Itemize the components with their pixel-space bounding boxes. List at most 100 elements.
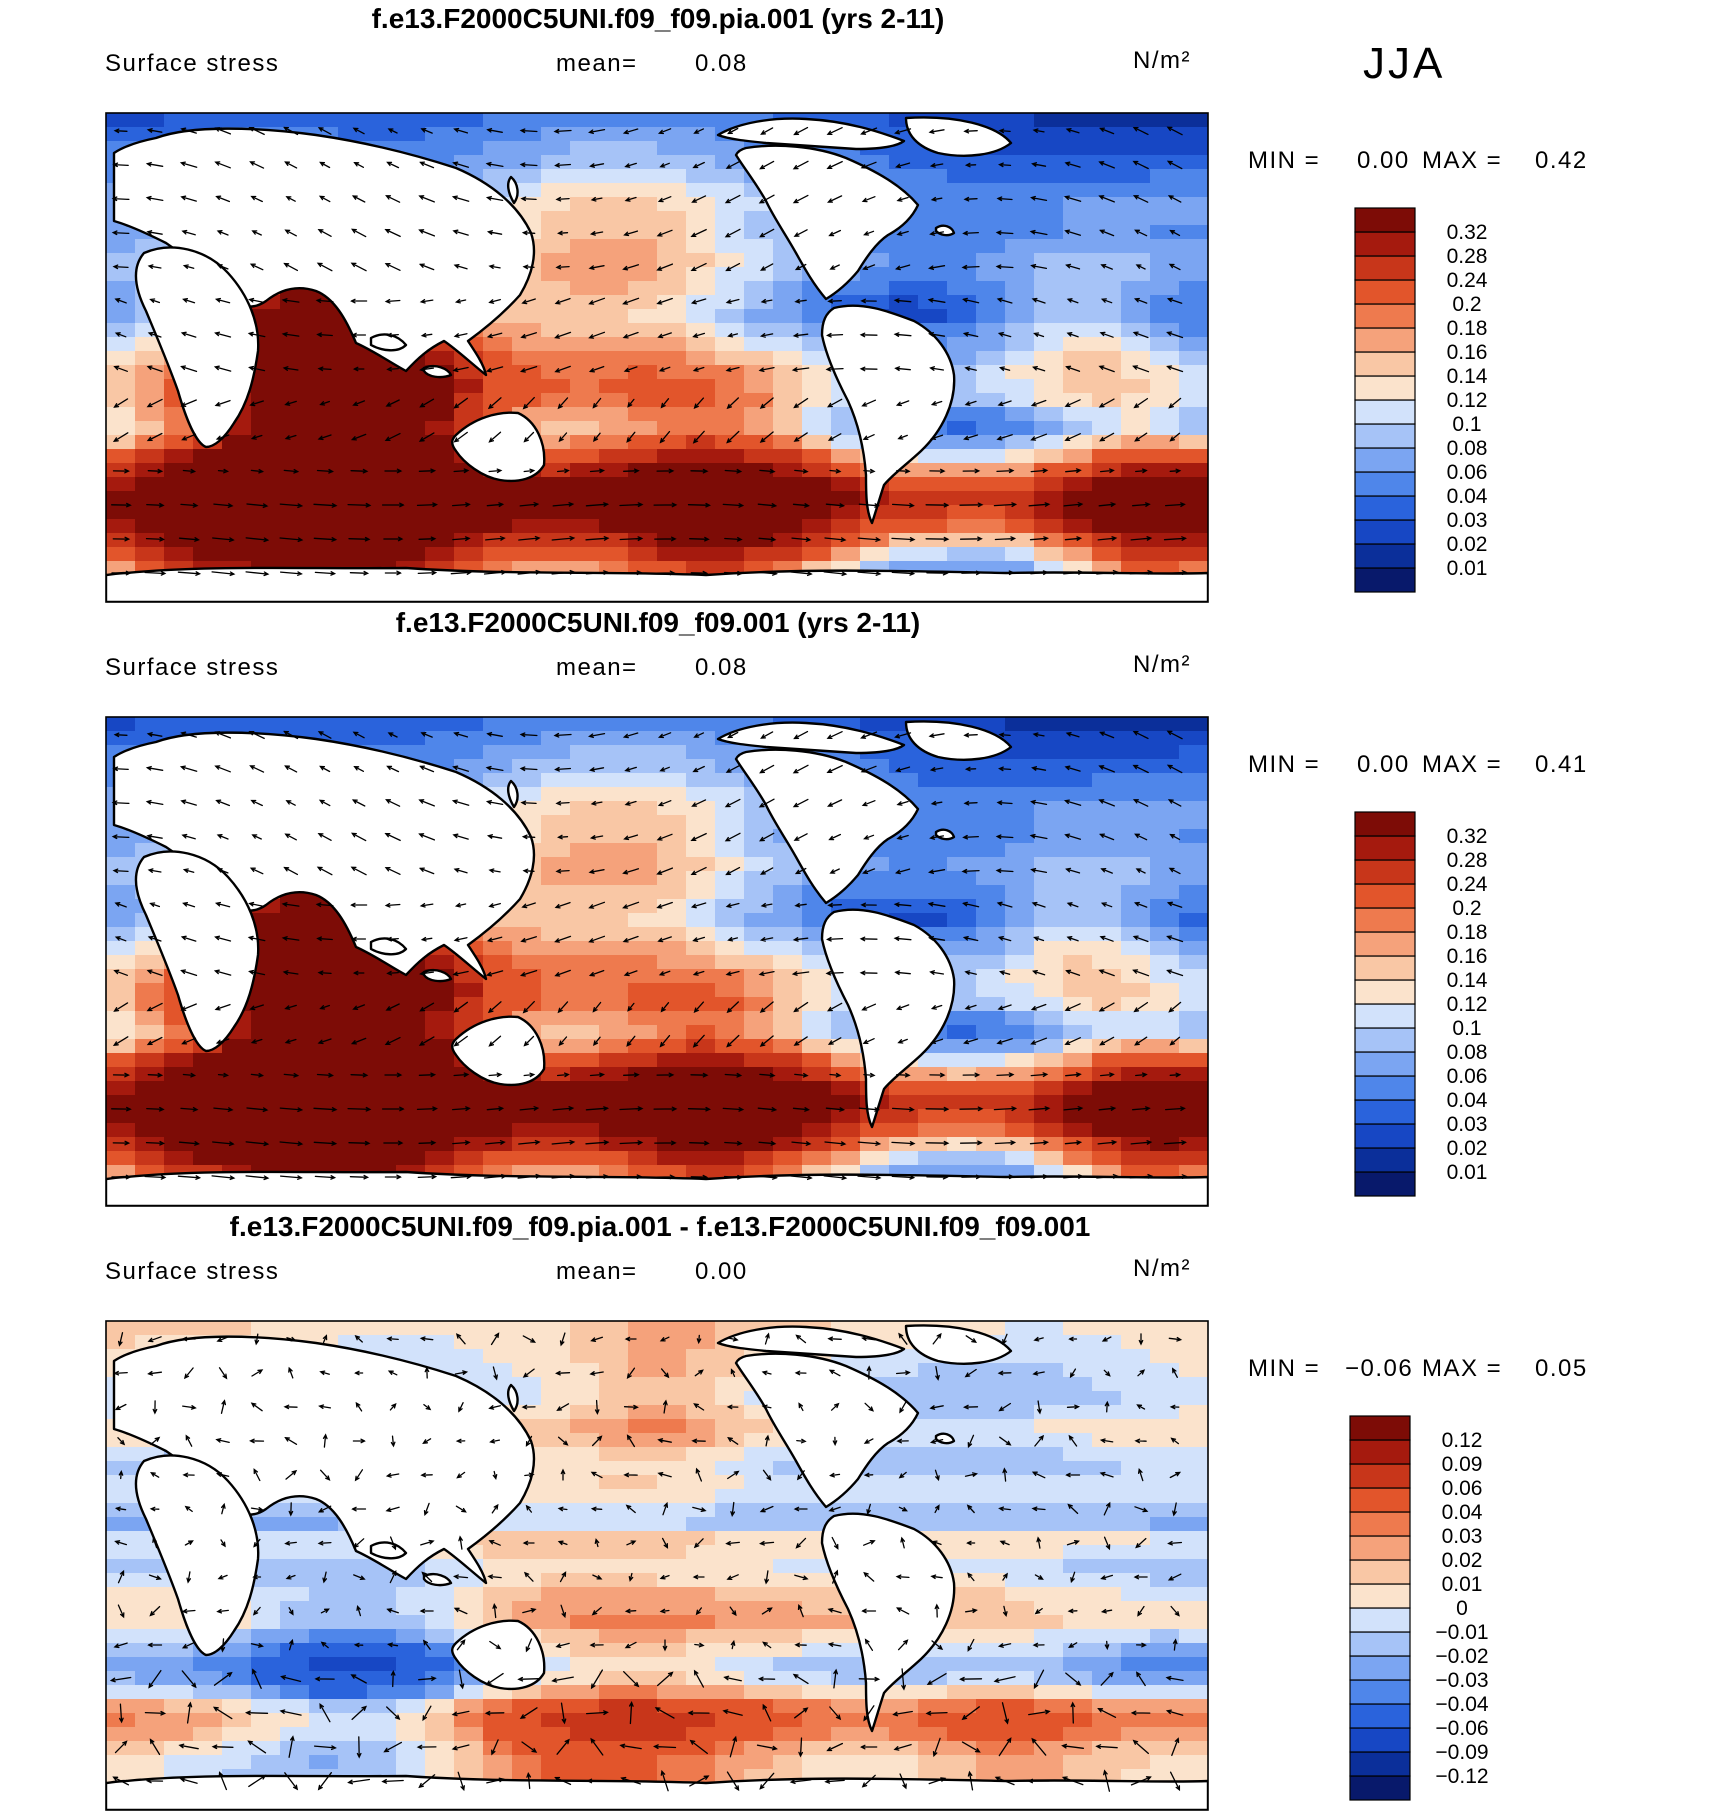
stress-vector: [1134, 432, 1148, 442]
field-cell: [454, 113, 484, 128]
stress-vector: [554, 935, 572, 943]
field-cell: [570, 1053, 600, 1068]
field-cell: [367, 547, 397, 562]
field-cell: [251, 463, 281, 478]
field-cell: [1063, 1573, 1093, 1588]
stress-vector: [896, 468, 911, 474]
field-cell: [657, 1011, 687, 1026]
field-cell: [628, 183, 658, 198]
field-cell: [715, 1053, 745, 1068]
field-cell: [1179, 983, 1208, 998]
stress-vector: [996, 570, 1015, 576]
field-cell: [541, 717, 571, 732]
stress-vector: [823, 1175, 848, 1181]
field-cell: [1005, 801, 1035, 816]
stress-vector: [313, 1141, 338, 1146]
field-cell: [918, 1699, 948, 1714]
field-cell: [1034, 1503, 1064, 1518]
stress-vector: [420, 127, 433, 134]
stress-vector: [996, 800, 1013, 806]
field-cell: [396, 731, 426, 746]
field-cell: [744, 899, 774, 914]
stress-vector: [1030, 433, 1048, 441]
field-cell: [918, 1671, 948, 1686]
field-cell: [193, 1321, 223, 1336]
field-cell: [280, 1503, 310, 1518]
stress-vector: [317, 970, 332, 976]
field-cell: [1179, 239, 1208, 254]
field-cell: [1150, 997, 1180, 1012]
stress-vector: [897, 434, 908, 440]
field-cell: [657, 717, 687, 732]
field-cell: [1150, 1165, 1180, 1180]
stress-vector: [147, 331, 162, 338]
field-cell: [309, 1727, 339, 1742]
field-cell: [541, 1685, 571, 1700]
field-cell: [715, 1517, 745, 1532]
field-cell: [1034, 183, 1064, 198]
field-cell: [280, 547, 310, 562]
stress-vector: [1168, 263, 1181, 271]
field-cell: [1092, 1433, 1122, 1448]
field-cell: [1005, 1461, 1035, 1476]
stress-vector: [1132, 1106, 1151, 1111]
field-cell: [628, 1671, 658, 1686]
stress-vector: [929, 468, 946, 474]
field-cell: [976, 211, 1006, 226]
field-cell: [628, 899, 658, 914]
field-cell: [628, 1137, 658, 1152]
field-cell: [396, 113, 426, 128]
field-cell: [976, 393, 1006, 408]
field-cell: [483, 1601, 513, 1616]
stress-vector: [654, 536, 677, 542]
field-cell: [947, 1039, 977, 1054]
field-cell: [686, 1433, 716, 1448]
field-cell: [1005, 913, 1035, 928]
field-cell: [976, 1601, 1006, 1616]
stress-vector: [653, 502, 678, 508]
field-cell: [599, 449, 629, 464]
field-cell: [135, 969, 165, 984]
field-cell: [715, 337, 745, 352]
stress-vector: [452, 366, 469, 373]
stress-vector: [1032, 969, 1046, 976]
stress-vector: [485, 536, 506, 541]
field-cell: [1034, 295, 1064, 310]
stress-vector: [998, 162, 1012, 168]
stress-vector: [114, 332, 127, 338]
field-cell: [1179, 815, 1208, 830]
field-cell: [280, 1699, 310, 1714]
field-cell: [570, 1713, 600, 1728]
stress-vector: [245, 1175, 270, 1181]
field-cell: [628, 533, 658, 548]
stress-vector: [453, 867, 468, 874]
field-cell: [686, 731, 716, 746]
stress-vector: [112, 536, 131, 542]
field-cell: [686, 955, 716, 970]
field-cell: [628, 225, 658, 240]
stress-vector: [863, 230, 875, 236]
field-cell: [193, 113, 223, 128]
field-cell: [1150, 337, 1180, 352]
field-cell: [657, 1363, 687, 1378]
field-cell: [193, 547, 223, 562]
field-cell: [164, 477, 194, 492]
stress-vector: [1100, 867, 1113, 874]
field-cell: [628, 1053, 658, 1068]
field-cell: [715, 1461, 745, 1476]
field-cell: [1179, 1123, 1208, 1138]
field-cell: [541, 787, 571, 802]
colorbar-tick-label: 0.12: [1447, 993, 1488, 1016]
stress-vector: [693, 1001, 705, 1014]
field-cell: [512, 1517, 542, 1532]
field-cell: [918, 197, 948, 212]
stress-vector: [212, 1141, 235, 1147]
stress-vector: [485, 1140, 506, 1145]
field-cell: [1063, 885, 1093, 900]
field-cell: [1121, 1461, 1151, 1476]
field-cell: [889, 505, 919, 520]
field-cell: [686, 1685, 716, 1700]
field-cell: [164, 1321, 194, 1336]
field-cell: [541, 1011, 571, 1026]
field-cell: [396, 1629, 426, 1644]
